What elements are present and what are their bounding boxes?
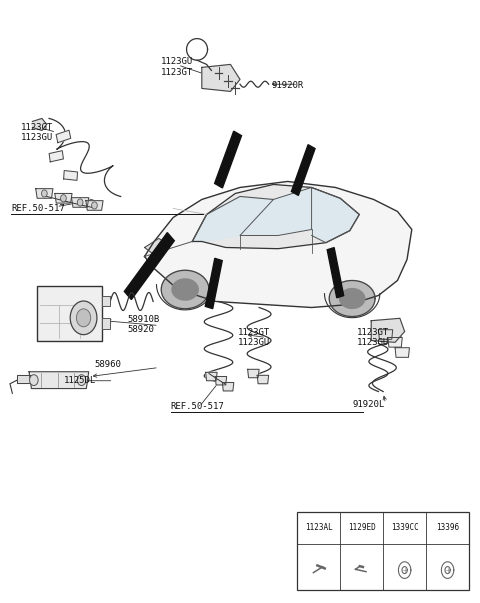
Circle shape: [41, 190, 47, 197]
Text: 1123GU: 1123GU: [21, 133, 53, 142]
Polygon shape: [56, 130, 71, 143]
Polygon shape: [202, 65, 240, 92]
Polygon shape: [388, 338, 402, 347]
Polygon shape: [395, 348, 409, 358]
Text: 58910B: 58910B: [128, 315, 160, 324]
Text: 1123GT: 1123GT: [21, 123, 53, 132]
Bar: [37, 286, 102, 341]
Polygon shape: [329, 280, 375, 317]
Bar: [102, 318, 110, 329]
Polygon shape: [312, 188, 360, 242]
Text: 1339CC: 1339CC: [391, 523, 419, 532]
Circle shape: [76, 309, 91, 327]
Polygon shape: [205, 372, 217, 380]
Circle shape: [60, 195, 66, 202]
Circle shape: [92, 202, 97, 209]
Polygon shape: [327, 248, 344, 298]
Polygon shape: [144, 238, 168, 254]
Bar: [102, 295, 110, 306]
Text: 91920R: 91920R: [271, 81, 303, 90]
Text: 1123GU: 1123GU: [238, 338, 270, 347]
Polygon shape: [257, 375, 269, 384]
Polygon shape: [29, 371, 89, 388]
Polygon shape: [215, 131, 241, 188]
Circle shape: [70, 301, 97, 335]
Polygon shape: [192, 185, 360, 248]
Text: 1123GU: 1123GU: [161, 57, 193, 66]
Polygon shape: [378, 330, 393, 339]
Text: 1125DL: 1125DL: [63, 376, 96, 385]
Polygon shape: [72, 198, 89, 207]
Polygon shape: [33, 118, 47, 130]
Text: 1129ED: 1129ED: [348, 523, 375, 532]
Text: 58920: 58920: [128, 325, 155, 334]
Polygon shape: [124, 233, 174, 300]
Circle shape: [30, 374, 38, 385]
Polygon shape: [205, 258, 222, 309]
Polygon shape: [215, 376, 227, 385]
Polygon shape: [240, 188, 312, 236]
Polygon shape: [55, 194, 72, 203]
Text: 1123GT: 1123GT: [357, 328, 389, 337]
Polygon shape: [17, 375, 32, 382]
Text: 91920L: 91920L: [352, 400, 384, 409]
Polygon shape: [144, 182, 412, 308]
Polygon shape: [36, 189, 53, 198]
Text: 1123GU: 1123GU: [357, 338, 389, 347]
Text: 13396: 13396: [436, 523, 459, 532]
Text: 1123GT: 1123GT: [161, 68, 193, 77]
Polygon shape: [291, 145, 315, 195]
Polygon shape: [339, 289, 365, 308]
Polygon shape: [161, 270, 209, 309]
Text: 58960: 58960: [95, 360, 121, 369]
Text: REF.50-517: REF.50-517: [11, 204, 65, 213]
Polygon shape: [222, 382, 234, 391]
Polygon shape: [192, 197, 274, 241]
Text: 1123AL: 1123AL: [305, 523, 333, 532]
Circle shape: [77, 374, 86, 385]
Text: REF.50-517: REF.50-517: [171, 402, 225, 411]
Text: 1123GT: 1123GT: [238, 328, 270, 337]
Bar: [297, 511, 469, 590]
Polygon shape: [49, 151, 63, 162]
Polygon shape: [86, 201, 103, 210]
Polygon shape: [172, 279, 198, 300]
Circle shape: [77, 199, 83, 206]
Polygon shape: [248, 369, 259, 377]
Polygon shape: [371, 318, 405, 343]
Polygon shape: [64, 171, 78, 180]
